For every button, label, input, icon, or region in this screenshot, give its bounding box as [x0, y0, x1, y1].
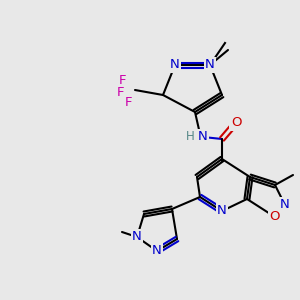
Text: N: N [152, 244, 162, 257]
Text: N: N [280, 199, 290, 212]
Text: F: F [119, 74, 127, 86]
Text: F: F [116, 85, 124, 98]
Text: O: O [270, 211, 280, 224]
Text: H: H [186, 130, 194, 142]
Text: F: F [125, 95, 133, 109]
Text: N: N [198, 130, 208, 143]
Text: N: N [217, 205, 227, 218]
Text: N: N [170, 58, 180, 71]
Text: N: N [205, 58, 215, 71]
Text: N: N [132, 230, 142, 244]
Text: O: O [231, 116, 241, 130]
